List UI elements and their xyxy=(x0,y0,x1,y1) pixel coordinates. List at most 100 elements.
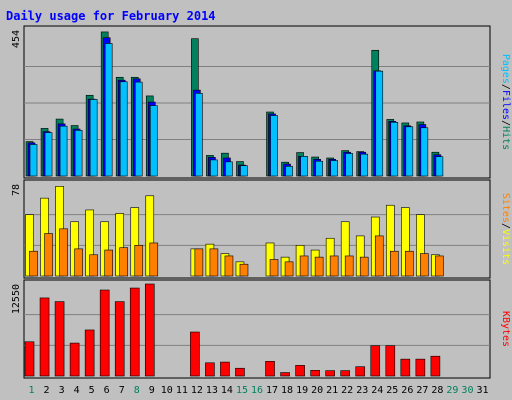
bar-sites-day-6 xyxy=(104,249,113,277)
bar-sites-day-3 xyxy=(59,228,68,277)
bar-kbytes-day-22 xyxy=(340,370,350,377)
bar-pages-day-21 xyxy=(330,160,338,177)
bar-sites-day-24 xyxy=(374,235,384,277)
bar-sites-day-5 xyxy=(89,254,98,277)
bar-kbytes-day-26 xyxy=(400,358,411,377)
bar-pages-day-28 xyxy=(435,156,444,177)
bar-pages-day-12 xyxy=(195,93,203,177)
bar-kbytes-day-14 xyxy=(220,361,230,377)
y-max-label: 454 xyxy=(11,30,22,48)
bar-pages-day-17 xyxy=(270,115,278,177)
x-tick-day-3: 3 xyxy=(59,385,65,396)
bar-pages-day-25 xyxy=(390,121,399,177)
bar-kbytes-day-21 xyxy=(325,370,335,377)
x-tick-day-27: 27 xyxy=(416,385,428,396)
bar-sites-day-2 xyxy=(44,233,53,277)
bar-pages-day-14 xyxy=(225,161,233,177)
legend-part-4: / xyxy=(500,120,511,126)
bar-pages-day-1 xyxy=(29,144,38,177)
bar-sites-day-17 xyxy=(269,259,279,277)
x-tick-day-1: 1 xyxy=(29,385,35,396)
bar-pages-day-20 xyxy=(315,160,323,177)
x-tick-day-22: 22 xyxy=(341,385,353,396)
bar-pages-day-27 xyxy=(420,127,429,177)
bar-pages-day-24 xyxy=(375,70,384,177)
bar-kbytes-day-20 xyxy=(310,370,320,377)
x-tick-day-18: 18 xyxy=(281,385,293,396)
x-tick-day-7: 7 xyxy=(119,385,125,396)
x-tick-day-16: 16 xyxy=(251,385,263,396)
x-tick-day-12: 12 xyxy=(191,385,203,396)
bar-kbytes-day-24 xyxy=(370,345,381,377)
bar-sites-day-26 xyxy=(405,250,414,277)
legend-part-5: Hits xyxy=(500,126,511,150)
bar-pages-day-26 xyxy=(405,126,414,177)
bar-sites-day-14 xyxy=(224,255,234,277)
bar-pages-day-8 xyxy=(134,81,143,177)
bar-kbytes-day-17 xyxy=(265,361,275,377)
bar-pages-day-22 xyxy=(345,153,353,177)
series-legend: Sites/Visits xyxy=(500,193,511,265)
y-max-label: 12550 xyxy=(11,284,22,314)
bar-pages-day-7 xyxy=(119,81,128,177)
bar-pages-day-15 xyxy=(240,165,248,177)
bar-kbytes-day-9 xyxy=(144,283,155,377)
legend-part-1: Pages xyxy=(500,54,511,84)
bar-kbytes-day-25 xyxy=(385,345,396,377)
bar-sites-day-9 xyxy=(149,242,159,277)
x-tick-day-26: 26 xyxy=(401,385,413,396)
x-tick-day-17: 17 xyxy=(266,385,278,396)
x-tick-day-24: 24 xyxy=(371,385,383,396)
x-tick-day-15: 15 xyxy=(236,385,248,396)
x-tick-day-10: 10 xyxy=(161,385,173,396)
x-tick-day-25: 25 xyxy=(386,385,398,396)
bar-sites-day-1 xyxy=(29,250,38,277)
x-tick-day-6: 6 xyxy=(104,385,110,396)
bar-kbytes-day-6 xyxy=(99,289,110,377)
bar-sites-day-18 xyxy=(284,261,294,277)
legend-part-2: / xyxy=(500,84,511,90)
chart-panels: 454Pages/Files/Hits78Sites/Visits12550KB… xyxy=(11,25,511,379)
x-tick-day-30: 30 xyxy=(461,385,473,396)
bar-sites-day-13 xyxy=(209,248,219,277)
x-tick-day-11: 11 xyxy=(176,385,188,396)
bar-sites-day-20 xyxy=(314,256,324,277)
bar-pages-day-6 xyxy=(104,43,113,177)
x-tick-day-20: 20 xyxy=(311,385,323,396)
legend-part-1: KBytes xyxy=(500,311,511,347)
bar-kbytes-day-19 xyxy=(295,365,305,377)
bar-sites-day-15 xyxy=(239,263,249,277)
x-tick-labels: 1 2 3 4 5 6 7 8 9 10 11 12 13 14 15 16 17 18 19 20 21 22 23 24 2… xyxy=(29,385,489,396)
x-tick-day-21: 21 xyxy=(326,385,338,396)
bar-kbytes-day-13 xyxy=(205,362,215,377)
bar-kbytes-day-2 xyxy=(39,297,50,377)
bar-sites-day-12 xyxy=(194,248,204,277)
x-tick-day-14: 14 xyxy=(221,385,233,396)
bar-sites-day-22 xyxy=(344,255,354,277)
bar-pages-day-23 xyxy=(360,153,369,177)
bar-sites-day-21 xyxy=(329,255,339,277)
x-tick-day-19: 19 xyxy=(296,385,308,396)
legend-part-2: / xyxy=(500,223,511,229)
x-tick-day-29: 29 xyxy=(446,385,458,396)
bar-sites-day-7 xyxy=(119,247,129,277)
x-tick-day-28: 28 xyxy=(431,385,443,396)
bar-sites-day-19 xyxy=(299,255,309,277)
bar-kbytes-day-18 xyxy=(280,372,290,377)
bar-kbytes-day-4 xyxy=(69,342,80,377)
x-tick-day-9: 9 xyxy=(149,385,155,396)
bar-pages-day-9 xyxy=(149,105,158,177)
x-tick-day-23: 23 xyxy=(356,385,368,396)
bar-kbytes-day-28 xyxy=(430,355,441,377)
panel-3: 12550 KBytes xyxy=(11,279,511,379)
bar-pages-day-5 xyxy=(89,99,98,177)
legend-part-3: Files xyxy=(500,90,511,120)
bar-kbytes-day-3 xyxy=(54,301,65,377)
bar-sites-day-28 xyxy=(435,255,444,277)
bar-sites-day-8 xyxy=(134,245,144,277)
bar-sites-day-4 xyxy=(74,248,83,277)
x-tick-day-31: 31 xyxy=(476,385,488,396)
bar-pages-day-19 xyxy=(300,156,308,177)
x-tick-day-13: 13 xyxy=(206,385,218,396)
